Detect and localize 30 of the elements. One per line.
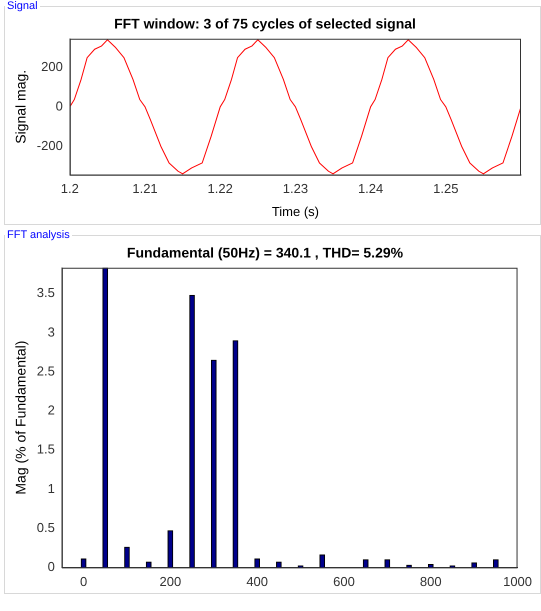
text: FFT analysis bbox=[6, 229, 71, 241]
x-tick-label: 200 bbox=[160, 574, 182, 589]
y-tick-label: 3.5 bbox=[36, 285, 55, 300]
x-tick-label: 1000 bbox=[503, 574, 532, 589]
y-tick-label: 2.5 bbox=[36, 363, 55, 378]
x-tick-label: 1.2 bbox=[60, 181, 79, 196]
x-tick-label: 1.25 bbox=[433, 181, 458, 196]
y-tick-label: 0 bbox=[56, 98, 63, 114]
y-tick-label: -200 bbox=[36, 138, 63, 153]
x-tick-label: 1.22 bbox=[208, 181, 233, 196]
x-tick-label: 400 bbox=[246, 574, 268, 589]
y-tick-label: 0.5 bbox=[36, 520, 55, 535]
y-tick-label: 3 bbox=[48, 324, 55, 340]
x-tick-label: 1.21 bbox=[132, 181, 158, 196]
chart-title: Fundamental (50Hz) = 340.1 , THD= 5.29% bbox=[126, 244, 404, 260]
x-axis-title: Time (s) bbox=[272, 204, 320, 219]
x-tick-label: 1.24 bbox=[358, 181, 384, 196]
y-axis-title: Signal mag. bbox=[12, 70, 28, 144]
x-tick-label: 800 bbox=[420, 574, 442, 589]
y-tick-label: 2 bbox=[48, 402, 55, 418]
x-tick-label: 0 bbox=[80, 574, 88, 589]
x-tick-label: 1.23 bbox=[282, 181, 308, 196]
text: Signal bbox=[6, 0, 39, 12]
y-tick-label: 1.5 bbox=[36, 442, 55, 457]
chart-title: FFT window: 3 of 75 cycles of selected signal bbox=[114, 15, 416, 32]
x-tick-label: 600 bbox=[333, 574, 355, 589]
y-tick-label: 200 bbox=[41, 58, 63, 74]
y-axis-title: Mag (% of Fundamental) bbox=[12, 340, 28, 495]
y-tick-label: 1 bbox=[48, 480, 55, 496]
y-tick-label: 0 bbox=[48, 558, 55, 574]
